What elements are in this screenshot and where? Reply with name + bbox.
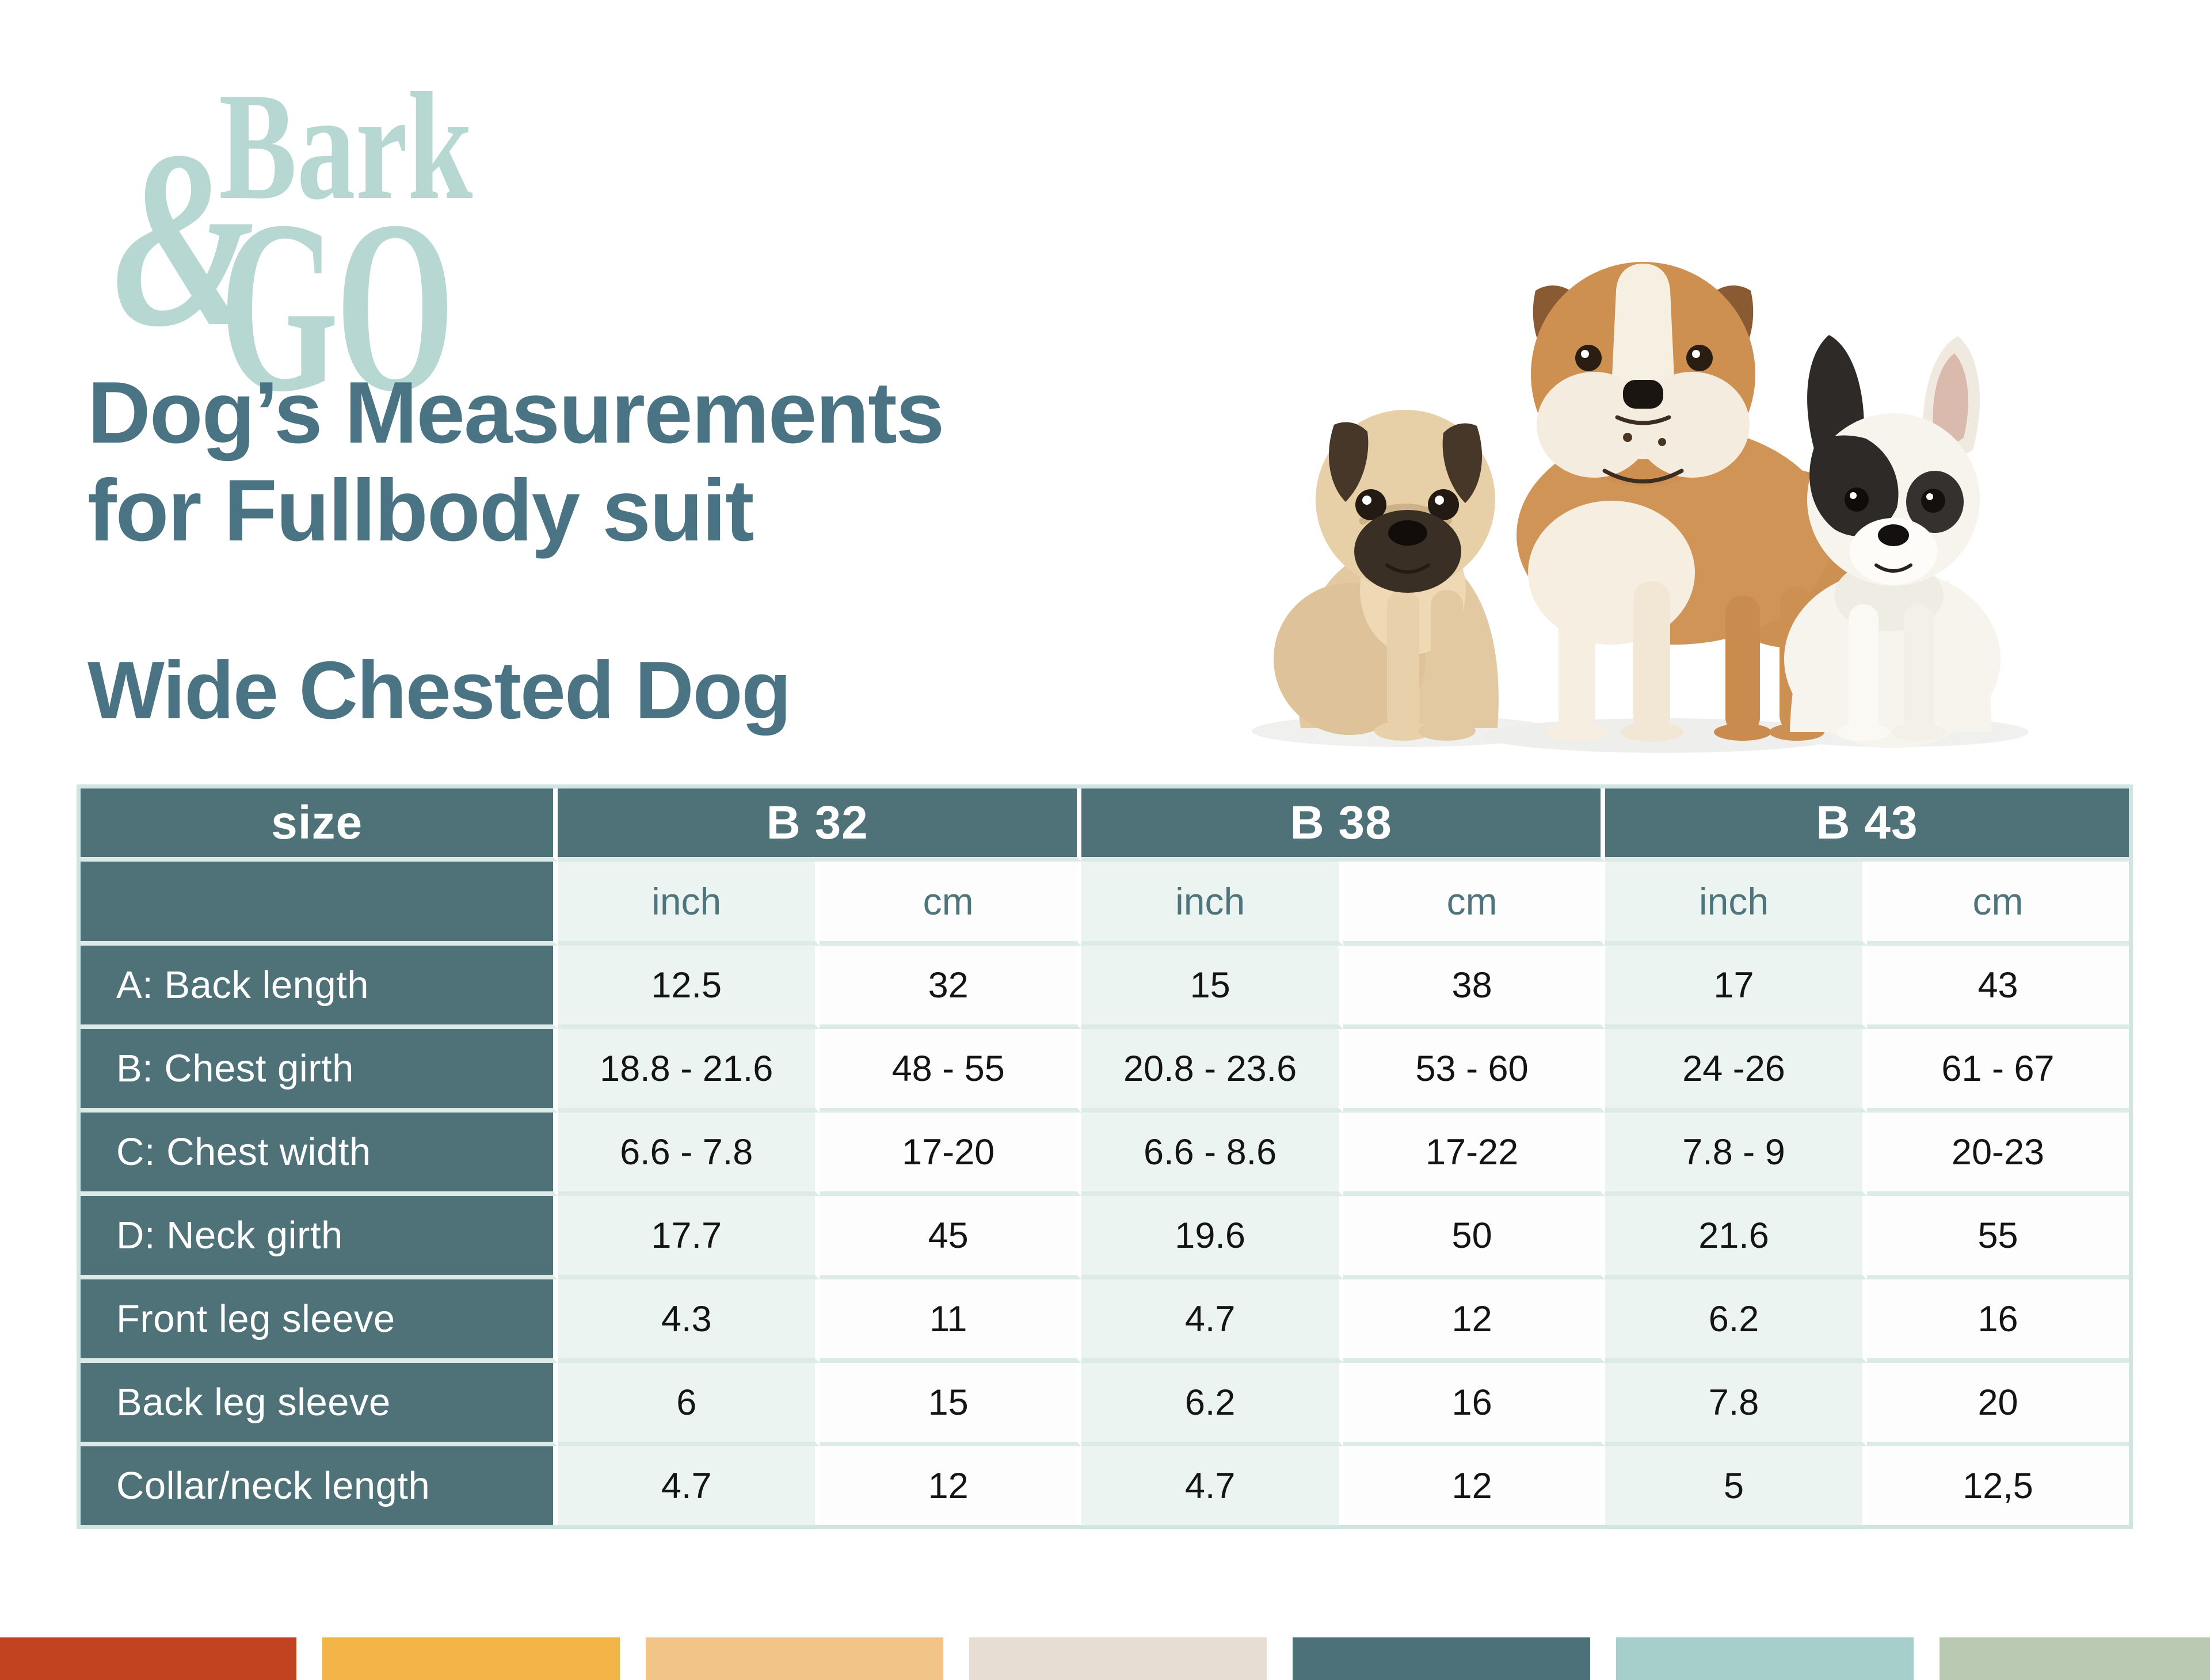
measurement-cell: 53 - 60 (1343, 1029, 1606, 1113)
unit-header: inch (1605, 862, 1867, 946)
measurement-cell: 55 (1867, 1196, 2129, 1279)
page-title-line-2: for Fullbody suit (87, 462, 755, 560)
color-swatch-brick (0, 1637, 296, 1680)
bulldog-illustration (1516, 262, 1870, 742)
measurement-cell: 48 - 55 (820, 1029, 1082, 1113)
table-row: D: Neck girth 17.7 45 19.6 50 21.6 55 (81, 1196, 2129, 1279)
measurement-cell: 50 (1343, 1196, 1606, 1279)
row-label: C: Chest width (81, 1113, 558, 1196)
brand-word-go: GO (220, 170, 455, 443)
unit-header: inch (1081, 862, 1344, 946)
table-row: Back leg sleeve 6 15 6.2 16 7.8 20 (81, 1363, 2129, 1446)
measurement-cell: 20 (1867, 1363, 2129, 1446)
measurement-cell: 6.6 - 7.8 (558, 1113, 820, 1196)
measurement-cell: 7.8 - 9 (1605, 1113, 1867, 1196)
measurement-cell: 12 (1343, 1279, 1606, 1363)
row-label: Front leg sleeve (81, 1279, 558, 1363)
units-row-spacer (81, 862, 558, 946)
measurement-cell: 20-23 (1867, 1113, 2129, 1196)
row-label: B: Chest girth (81, 1029, 558, 1113)
measurement-cell: 7.8 (1605, 1363, 1867, 1446)
section-subtitle: Wide Chested Dog (87, 645, 791, 736)
french-bulldog-illustration (1784, 335, 2001, 748)
measurement-cell: 24 -26 (1605, 1029, 1867, 1113)
row-label: A: Back length (81, 946, 558, 1029)
measurement-cell: 17-20 (820, 1113, 1082, 1196)
size-group-b43: B 43 (1605, 788, 2129, 862)
measurement-cell: 17 (1605, 946, 1867, 1029)
unit-header: cm (1343, 862, 1606, 946)
measurement-cell: 15 (1081, 946, 1344, 1029)
measurement-cell: 12.5 (558, 946, 820, 1029)
dogs-illustration (1252, 262, 2029, 753)
measurement-cell: 18.8 - 21.6 (558, 1029, 820, 1113)
table-row: Front leg sleeve 4.3 11 4.7 12 6.2 16 (81, 1279, 2129, 1363)
measurement-cell: 6 (558, 1363, 820, 1446)
measurement-cell: 6.6 - 8.6 (1081, 1113, 1344, 1196)
unit-header: inch (558, 862, 820, 946)
page-title: Dog’s Measurements for Fullbody suit (87, 364, 944, 560)
measurement-cell: 19.6 (1081, 1196, 1344, 1279)
measurement-cell: 4.7 (558, 1446, 820, 1525)
measurement-cell: 17-22 (1343, 1113, 1606, 1196)
unit-header: cm (820, 862, 1082, 946)
measurement-cell: 38 (1343, 946, 1606, 1029)
unit-header: cm (1867, 862, 2129, 946)
measurement-cell: 15 (820, 1363, 1082, 1446)
color-swatch-sage (1940, 1637, 2210, 1680)
row-label: Collar/neck length (81, 1446, 558, 1525)
size-header-cell: size (81, 788, 558, 862)
table-row: C: Chest width 6.6 - 7.8 17-20 6.6 - 8.6… (81, 1113, 2129, 1196)
table-header-row: size B 32 B 38 B 43 (81, 788, 2129, 862)
color-swatch-tan (646, 1637, 943, 1680)
measurement-cell: 20.8 - 23.6 (1081, 1029, 1344, 1113)
measurement-cell: 4.7 (1081, 1279, 1344, 1363)
measurement-cell: 5 (1605, 1446, 1867, 1525)
measurement-cell: 32 (820, 946, 1082, 1029)
measurement-cell: 4.7 (1081, 1446, 1344, 1525)
dogs-photo (1214, 184, 2060, 765)
size-table: size B 32 B 38 B 43 inch cm inch cm inch… (77, 784, 2133, 1529)
table-row: A: Back length 12.5 32 15 38 17 43 (81, 946, 2129, 1029)
pug-illustration (1274, 410, 1499, 741)
color-swatch-aqua (1616, 1637, 1914, 1680)
size-group-b38: B 38 (1081, 788, 1606, 862)
page-title-line-1: Dog’s Measurements (87, 364, 944, 462)
measurement-cell: 6.2 (1605, 1279, 1867, 1363)
measurement-cell: 16 (1867, 1279, 2129, 1363)
color-swatch-beige (969, 1637, 1267, 1680)
table-row: B: Chest girth 18.8 - 21.6 48 - 55 20.8 … (81, 1029, 2129, 1113)
brand-color-palette (0, 1637, 2210, 1680)
measurement-cell: 61 - 67 (1867, 1029, 2129, 1113)
size-group-b32: B 32 (558, 788, 1082, 862)
measurement-cell: 16 (1343, 1363, 1606, 1446)
measurement-cell: 43 (1867, 946, 2129, 1029)
color-swatch-amber (322, 1637, 620, 1680)
measurement-cell: 11 (820, 1279, 1082, 1363)
measurement-cell: 17.7 (558, 1196, 820, 1279)
measurement-cell: 12 (1343, 1446, 1606, 1525)
brand-ampersand: & (113, 99, 255, 379)
color-swatch-dark-teal (1293, 1637, 1590, 1680)
measurement-cell: 6.2 (1081, 1363, 1344, 1446)
brand-word-bark: Bark (219, 60, 473, 231)
table-row: Collar/neck length 4.7 12 4.7 12 5 12,5 (81, 1446, 2129, 1525)
measurement-cell: 21.6 (1605, 1196, 1867, 1279)
row-label: Back leg sleeve (81, 1363, 558, 1446)
measurement-cell: 45 (820, 1196, 1082, 1279)
measurement-cell: 12,5 (1867, 1446, 2129, 1525)
row-label: D: Neck girth (81, 1196, 558, 1279)
measurement-cell: 4.3 (558, 1279, 820, 1363)
measurement-cell: 12 (820, 1446, 1082, 1525)
table-units-row: inch cm inch cm inch cm (81, 862, 2129, 946)
